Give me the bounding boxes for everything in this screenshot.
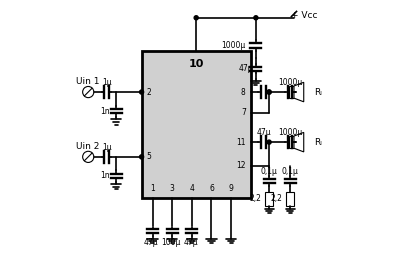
- Text: 4: 4: [189, 184, 194, 193]
- Text: 1μ: 1μ: [102, 143, 112, 152]
- Circle shape: [267, 140, 271, 144]
- Circle shape: [267, 90, 271, 94]
- FancyBboxPatch shape: [142, 51, 251, 198]
- Text: + Vcc: + Vcc: [291, 11, 317, 20]
- Bar: [286, 192, 294, 206]
- Text: 100μ: 100μ: [161, 237, 180, 247]
- Text: 47μ: 47μ: [256, 128, 271, 137]
- Text: 1000μ: 1000μ: [278, 128, 302, 137]
- Text: 3: 3: [170, 184, 174, 193]
- Text: 5: 5: [147, 152, 152, 161]
- Polygon shape: [294, 82, 304, 102]
- Bar: [289, 86, 294, 98]
- Text: 11: 11: [236, 138, 246, 147]
- Text: 8: 8: [241, 88, 246, 97]
- Circle shape: [254, 16, 258, 20]
- Text: 2: 2: [147, 88, 152, 97]
- Text: Rₗ: Rₗ: [314, 88, 322, 97]
- Text: 47μ: 47μ: [144, 237, 158, 247]
- Text: 1n: 1n: [100, 107, 110, 116]
- Circle shape: [140, 90, 144, 94]
- Text: 7: 7: [241, 108, 246, 117]
- Circle shape: [140, 155, 144, 159]
- Bar: [289, 136, 294, 148]
- Text: 1n: 1n: [100, 171, 110, 180]
- Text: Uin 1: Uin 1: [76, 77, 99, 86]
- Circle shape: [267, 90, 271, 94]
- Text: 1: 1: [150, 184, 155, 193]
- Text: 9: 9: [229, 184, 234, 193]
- Text: 12: 12: [236, 161, 246, 170]
- Text: 10: 10: [188, 58, 204, 69]
- Text: 1000μ: 1000μ: [222, 41, 246, 50]
- Text: 47μ: 47μ: [239, 64, 253, 73]
- Text: 47μ: 47μ: [183, 237, 198, 247]
- Text: 1000μ: 1000μ: [278, 78, 302, 87]
- Text: 0,1μ: 0,1μ: [261, 167, 278, 176]
- Circle shape: [194, 16, 198, 20]
- Text: 1μ: 1μ: [102, 78, 112, 87]
- Text: 2,2: 2,2: [250, 194, 262, 203]
- Text: 6: 6: [209, 184, 214, 193]
- Text: 0,1μ: 0,1μ: [282, 167, 299, 176]
- Text: Uin 2: Uin 2: [76, 142, 99, 151]
- Bar: [265, 192, 273, 206]
- Polygon shape: [294, 132, 304, 152]
- Text: Rₗ: Rₗ: [314, 138, 322, 147]
- Text: 2,2: 2,2: [271, 194, 282, 203]
